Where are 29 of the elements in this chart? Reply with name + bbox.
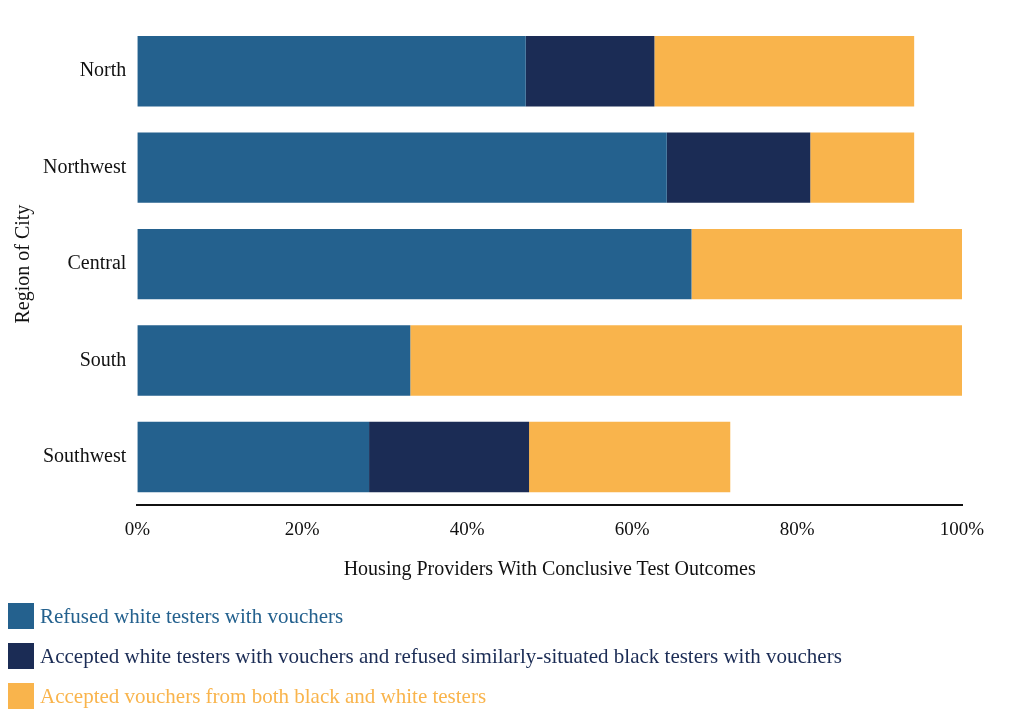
legend-label: Accepted vouchers from both black and white testers <box>40 683 487 709</box>
x-tick-label: 0% <box>124 517 151 539</box>
bar <box>525 36 655 107</box>
y-tick-label: Central <box>67 251 127 274</box>
x-tick-label: 100% <box>939 517 985 539</box>
x-tick-label: 60% <box>614 517 650 539</box>
bar <box>369 421 530 493</box>
bar <box>410 325 962 396</box>
x-tick-label: 40% <box>449 517 485 539</box>
legend-label: Accepted white testers with vouchers and refused similarly-situated black testers with vouchers <box>40 643 842 669</box>
bar <box>137 36 526 107</box>
y-tick-label: Northwest <box>43 154 127 177</box>
bar <box>666 132 811 203</box>
y-tick-label: Southwest <box>43 444 127 467</box>
bar <box>810 132 915 203</box>
bar <box>654 36 915 107</box>
y-tick-label: North <box>79 58 127 81</box>
x-tick-label: 20% <box>284 517 320 539</box>
x-axis-title: Housing Providers With Conclusive Test Outcomes <box>343 557 756 581</box>
legend-label: Refused white testers with vouchers <box>40 603 344 629</box>
bar <box>137 325 411 396</box>
x-tick-label: 80% <box>779 517 815 539</box>
bar <box>137 132 667 203</box>
bar <box>691 228 962 300</box>
y-tick-label: South <box>79 347 127 370</box>
bar <box>529 421 731 493</box>
bar <box>137 228 692 300</box>
bar <box>137 421 370 493</box>
y-axis-title: Region of City <box>11 204 35 324</box>
